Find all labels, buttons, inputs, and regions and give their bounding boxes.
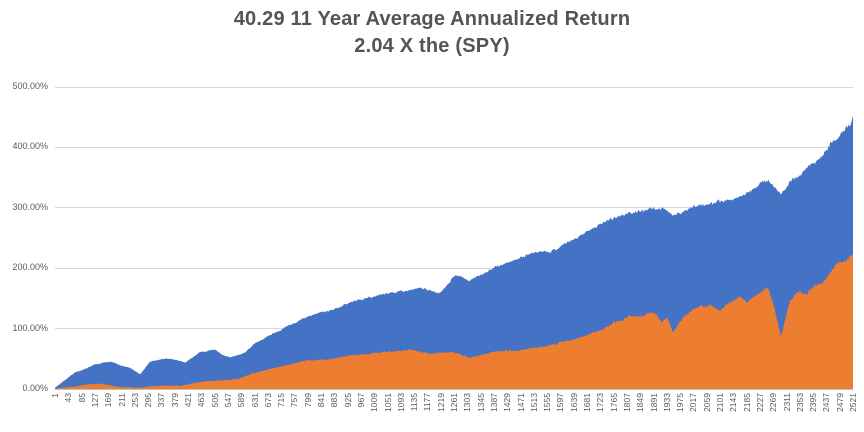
x-axis-tick-label: 2059 bbox=[701, 393, 712, 412]
x-axis-tick-label: 253 bbox=[129, 393, 140, 408]
orange-area-series bbox=[55, 254, 853, 389]
x-axis-tick-label: 547 bbox=[222, 393, 233, 408]
x-axis-tick-label: 379 bbox=[169, 393, 180, 408]
x-axis-tick-label: 967 bbox=[355, 393, 366, 408]
x-axis-tick-label: 2395 bbox=[808, 393, 819, 412]
chart-title: 40.29 11 Year Average Annualized Return … bbox=[0, 6, 864, 60]
x-axis-tick-label: 1093 bbox=[395, 393, 406, 412]
x-axis-tick-label: 1513 bbox=[528, 393, 539, 412]
y-axis-tick-label: 400.00% bbox=[12, 141, 48, 152]
chart-title-line-1: 40.29 11 Year Average Annualized Return bbox=[233, 8, 631, 30]
x-axis-tick-label: 1429 bbox=[502, 393, 513, 412]
x-axis-tick-label: 2521 bbox=[848, 393, 858, 412]
plot-area bbox=[55, 116, 853, 389]
x-axis-tick-label: 463 bbox=[196, 393, 207, 408]
x-axis-tick-label: 1135 bbox=[409, 393, 420, 412]
x-axis-tick-label: 2437 bbox=[821, 393, 832, 412]
x-axis-tick-label: 127 bbox=[89, 393, 100, 408]
y-axis-tick-label: 300.00% bbox=[12, 201, 48, 212]
horizontal-gridline bbox=[55, 86, 853, 88]
x-axis-tick-label: 1849 bbox=[635, 393, 646, 412]
x-axis-tick-label: 1009 bbox=[369, 393, 380, 412]
x-axis-tick-label: 925 bbox=[342, 393, 353, 408]
x-axis-tick-label: 1177 bbox=[422, 393, 433, 412]
x-axis-tick-label: 2269 bbox=[768, 393, 779, 412]
x-axis-tick-label: 2185 bbox=[741, 393, 752, 412]
x-axis-tick-label: 2017 bbox=[688, 393, 699, 412]
x-axis-tick-label: 1555 bbox=[542, 393, 553, 412]
x-axis-tick-label: 1765 bbox=[608, 393, 619, 412]
x-axis-tick-label: 2143 bbox=[728, 393, 739, 412]
x-axis-tick-label: 1933 bbox=[661, 393, 672, 412]
x-axis-tick-label: 757 bbox=[289, 393, 300, 408]
x-axis-tick-label: 169 bbox=[103, 393, 114, 408]
x-axis-tick-label: 421 bbox=[183, 393, 193, 408]
x-axis-tick-label: 1681 bbox=[582, 393, 592, 412]
horizontal-gridline bbox=[55, 207, 853, 209]
x-axis-tick-label: 1597 bbox=[555, 393, 566, 412]
y-axis-tick-label: 200.00% bbox=[12, 262, 48, 273]
x-axis-line bbox=[55, 388, 853, 390]
x-axis-tick-label: 715 bbox=[276, 393, 287, 408]
y-axis-tick-label: 0.00% bbox=[22, 383, 48, 393]
x-axis-tick-label: 2479 bbox=[834, 393, 845, 412]
x-axis-tick-label: 2101 bbox=[715, 393, 725, 412]
x-axis-tick-label: 1387 bbox=[488, 393, 499, 412]
x-axis-tick-label: 883 bbox=[329, 393, 340, 408]
x-axis-tick-label: 1051 bbox=[382, 393, 393, 412]
chart-title-line-2: 2.04 X the (SPY) bbox=[354, 35, 510, 57]
x-axis-tick-label: 2311 bbox=[781, 393, 792, 412]
x-axis-tick-label: 1975 bbox=[675, 393, 686, 412]
horizontal-gridline bbox=[55, 267, 853, 269]
x-axis-tick-label: 589 bbox=[236, 393, 247, 408]
x-axis-tick-label: 631 bbox=[249, 393, 260, 408]
x-axis-tick-label: 1 bbox=[50, 393, 60, 398]
y-axis-tick-label: 500.00% bbox=[12, 81, 48, 91]
x-axis-tick-label: 1807 bbox=[621, 393, 632, 412]
x-axis-tick-label: 295 bbox=[143, 393, 154, 408]
x-axis-tick-label: 337 bbox=[156, 393, 167, 408]
y-axis-tick-label: 100.00% bbox=[12, 322, 48, 333]
x-axis-tick-label: 841 bbox=[316, 393, 326, 408]
x-axis-tick-label: 43 bbox=[63, 393, 74, 403]
x-axis-tick-label: 211 bbox=[116, 393, 127, 407]
x-axis-tick-label: 1261 bbox=[449, 393, 459, 412]
x-axis-tick-label: 1471 bbox=[515, 393, 526, 412]
x-axis-tick-label: 673 bbox=[262, 393, 273, 408]
x-axis-tick-label: 799 bbox=[302, 393, 313, 408]
x-axis-tick-label: 1303 bbox=[462, 393, 473, 412]
x-axis-tick-label: 1639 bbox=[568, 393, 579, 412]
horizontal-gridline bbox=[55, 146, 853, 148]
x-axis-tick-label: 1345 bbox=[475, 393, 486, 412]
x-axis-tick-label: 505 bbox=[209, 393, 220, 408]
x-axis-tick-label: 1891 bbox=[648, 393, 659, 412]
x-axis-tick-label: 2353 bbox=[794, 393, 805, 412]
x-axis-tick-label: 85 bbox=[76, 393, 87, 403]
x-axis-tick-label: 1219 bbox=[435, 393, 446, 412]
x-axis-tick-label: 1723 bbox=[595, 393, 606, 412]
x-axis-tick-label: 2227 bbox=[754, 393, 765, 412]
